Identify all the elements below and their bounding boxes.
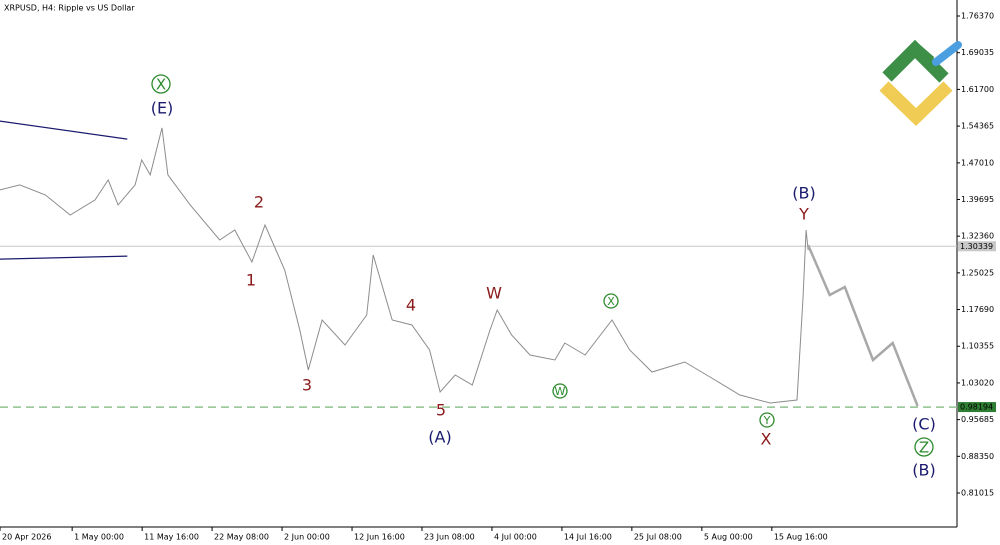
- x-tick-label: 12 Jun 16:00: [354, 533, 405, 542]
- y-tick-label: 1.32360: [961, 232, 994, 241]
- y-tick-label: 1.54365: [961, 122, 994, 131]
- wave-label: (A): [428, 428, 451, 447]
- price-label-box: [958, 402, 996, 413]
- wave-label: 2: [254, 193, 264, 212]
- price-line: [806, 244, 919, 407]
- wave-label: X: [761, 430, 772, 449]
- price-label: 1.30339: [960, 242, 993, 251]
- x-tick-label: 15 Aug 16:00: [774, 533, 828, 542]
- x-tick-label: 20 Apr 2026: [2, 533, 51, 542]
- x-tick-label: 4 Jul 00:00: [494, 533, 537, 542]
- wave-label: (C): [912, 415, 936, 434]
- x-tick-label: 2 Jun 00:00: [284, 533, 330, 542]
- wave-label: (B): [912, 461, 935, 480]
- chart-title: XRPUSD, H4: Ripple vs US Dollar: [4, 4, 135, 13]
- y-tick-label: 0.95685: [961, 415, 994, 424]
- wave-label: 4: [406, 296, 416, 315]
- price-label-box: [958, 241, 996, 252]
- y-tick-label: 0.81015: [961, 489, 994, 498]
- wave-circle: [552, 383, 568, 399]
- wave-label: Y: [798, 205, 809, 224]
- price-line: [0, 120, 128, 140]
- wave-circle: [759, 412, 775, 428]
- wave-label: (E): [151, 99, 174, 118]
- wave-label: Y: [763, 414, 771, 427]
- y-tick-label: 1.47010: [961, 158, 994, 167]
- y-tick-label: 1.76370: [961, 12, 994, 21]
- y-tick-label: 1.69035: [961, 48, 994, 57]
- wave-circle: [603, 293, 619, 309]
- x-tick-label: 1 May 00:00: [74, 533, 124, 542]
- x-tick-label: 25 Jul 08:00: [634, 533, 682, 542]
- wave-label: 1: [246, 271, 256, 290]
- wave-label: X: [156, 76, 166, 94]
- wave-label: W: [555, 385, 566, 398]
- wave-label: 3: [302, 376, 312, 395]
- wave-circle: [151, 74, 171, 94]
- wave-label: X: [607, 295, 615, 308]
- wave-label: Z: [919, 439, 929, 457]
- y-tick-label: 1.25025: [961, 268, 994, 277]
- y-tick-label: 0.88350: [961, 452, 994, 461]
- x-tick-label: 11 May 16:00: [144, 533, 199, 542]
- wave-circle: [914, 437, 934, 457]
- wave-label: W: [486, 284, 502, 303]
- y-tick-label: 1.03020: [961, 378, 994, 387]
- price-line: [0, 127, 809, 404]
- price-label: 0.98194: [960, 403, 993, 412]
- x-tick-label: 5 Aug 00:00: [704, 533, 753, 542]
- y-tick-label: 1.39695: [961, 195, 994, 204]
- y-tick-label: 1.10355: [961, 342, 994, 351]
- x-tick-label: 23 Jun 08:00: [424, 533, 475, 542]
- price-line: [0, 255, 128, 260]
- wave-label: 5: [436, 401, 446, 420]
- y-tick-label: 1.17690: [961, 305, 994, 314]
- x-tick-label: 14 Jul 16:00: [564, 533, 612, 542]
- logo: [879, 39, 962, 127]
- y-tick-label: 1.61700: [961, 85, 994, 94]
- x-tick-label: 22 May 08:00: [214, 533, 269, 542]
- wave-label: (B): [792, 184, 815, 203]
